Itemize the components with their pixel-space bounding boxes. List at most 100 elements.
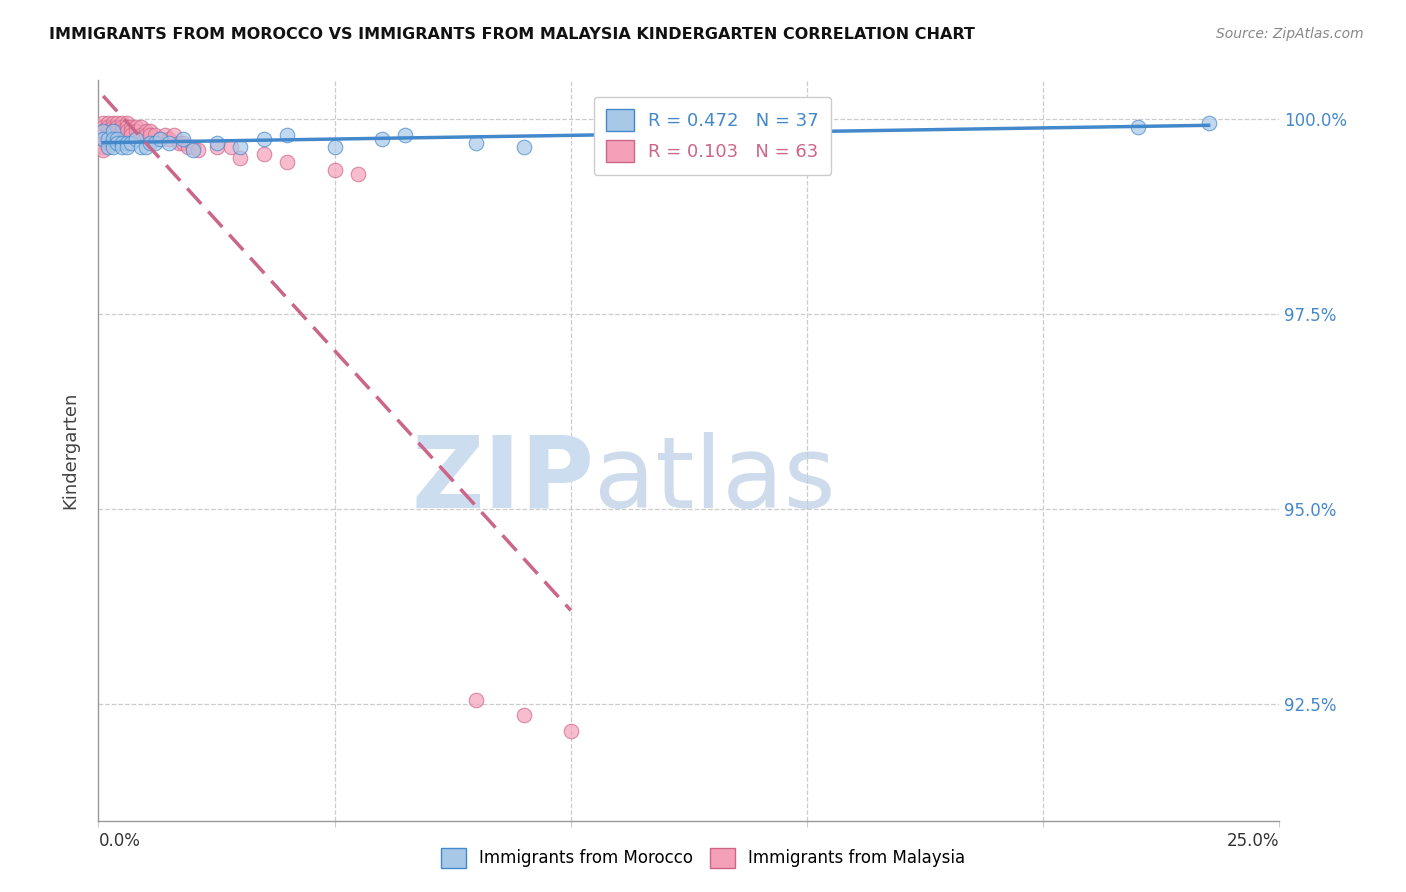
Point [97, 116, 120, 130]
Point [101, 124, 124, 138]
Point [153, 128, 176, 142]
Point [121, 128, 143, 142]
Point [91, 120, 114, 134]
Point [97, 139, 120, 153]
Point [177, 139, 200, 153]
Point [607, 124, 630, 138]
Point [139, 128, 162, 142]
Point [181, 139, 204, 153]
Point [91, 128, 114, 142]
Text: Source: ZipAtlas.com: Source: ZipAtlas.com [1216, 27, 1364, 41]
Point [101, 116, 124, 130]
Point [129, 120, 152, 134]
Point [125, 132, 148, 146]
Point [115, 139, 138, 153]
Point [97, 128, 120, 142]
Point [253, 147, 276, 161]
Point [229, 151, 252, 165]
Point [181, 144, 204, 158]
Point [97, 132, 120, 146]
Point [167, 136, 190, 150]
Point [115, 116, 138, 130]
Text: 25.0%: 25.0% [1227, 832, 1279, 850]
Point [91, 132, 114, 146]
Point [172, 132, 194, 146]
Point [276, 128, 298, 142]
Point [157, 136, 180, 150]
Point [129, 139, 152, 153]
Point [101, 132, 124, 146]
Point [143, 136, 166, 150]
Point [115, 124, 138, 138]
Point [465, 136, 488, 150]
Point [97, 124, 120, 138]
Point [121, 120, 143, 134]
Point [135, 124, 157, 138]
Point [205, 139, 228, 153]
Point [1126, 120, 1149, 134]
Point [97, 120, 120, 134]
Text: 0.0%: 0.0% [98, 832, 141, 850]
Point [91, 124, 114, 138]
Point [91, 132, 114, 146]
Point [101, 139, 124, 153]
Point [1198, 116, 1220, 130]
Point [187, 144, 209, 158]
Point [111, 128, 134, 142]
Y-axis label: Kindergarten: Kindergarten [62, 392, 80, 509]
Point [135, 128, 157, 142]
Point [97, 136, 120, 150]
Point [219, 139, 242, 153]
Point [125, 124, 148, 138]
Point [253, 132, 276, 146]
Point [323, 162, 346, 177]
Point [91, 124, 114, 138]
Point [91, 139, 114, 153]
Point [111, 132, 134, 146]
Point [111, 120, 134, 134]
Point [129, 128, 152, 142]
Point [796, 120, 818, 134]
Point [560, 724, 582, 739]
Point [111, 116, 134, 130]
Point [121, 124, 143, 138]
Point [139, 124, 162, 138]
Point [512, 708, 534, 723]
Point [105, 136, 128, 150]
Point [91, 144, 114, 158]
Point [149, 132, 172, 146]
Point [394, 128, 416, 142]
Point [105, 128, 128, 142]
Point [139, 136, 162, 150]
Point [101, 136, 124, 150]
Text: ZIP: ZIP [412, 432, 595, 529]
Point [91, 116, 114, 130]
Legend: R = 0.472   N = 37, R = 0.103   N = 63: R = 0.472 N = 37, R = 0.103 N = 63 [593, 96, 831, 175]
Point [105, 124, 128, 138]
Point [323, 139, 346, 153]
Point [105, 116, 128, 130]
Point [702, 124, 724, 138]
Point [101, 132, 124, 146]
Point [125, 120, 148, 134]
Point [157, 132, 180, 146]
Point [347, 167, 370, 181]
Text: IMMIGRANTS FROM MOROCCO VS IMMIGRANTS FROM MALAYSIA KINDERGARTEN CORRELATION CHA: IMMIGRANTS FROM MOROCCO VS IMMIGRANTS FR… [49, 27, 976, 42]
Point [121, 136, 143, 150]
Point [97, 132, 120, 146]
Point [163, 128, 186, 142]
Point [101, 120, 124, 134]
Point [135, 139, 157, 153]
Point [105, 132, 128, 146]
Point [205, 136, 228, 150]
Point [149, 132, 172, 146]
Point [371, 132, 394, 146]
Point [115, 120, 138, 134]
Legend: Immigrants from Morocco, Immigrants from Malaysia: Immigrants from Morocco, Immigrants from… [434, 841, 972, 875]
Point [101, 128, 124, 142]
Point [465, 693, 488, 707]
Point [111, 139, 134, 153]
Point [143, 128, 166, 142]
Point [229, 139, 252, 153]
Point [115, 136, 138, 150]
